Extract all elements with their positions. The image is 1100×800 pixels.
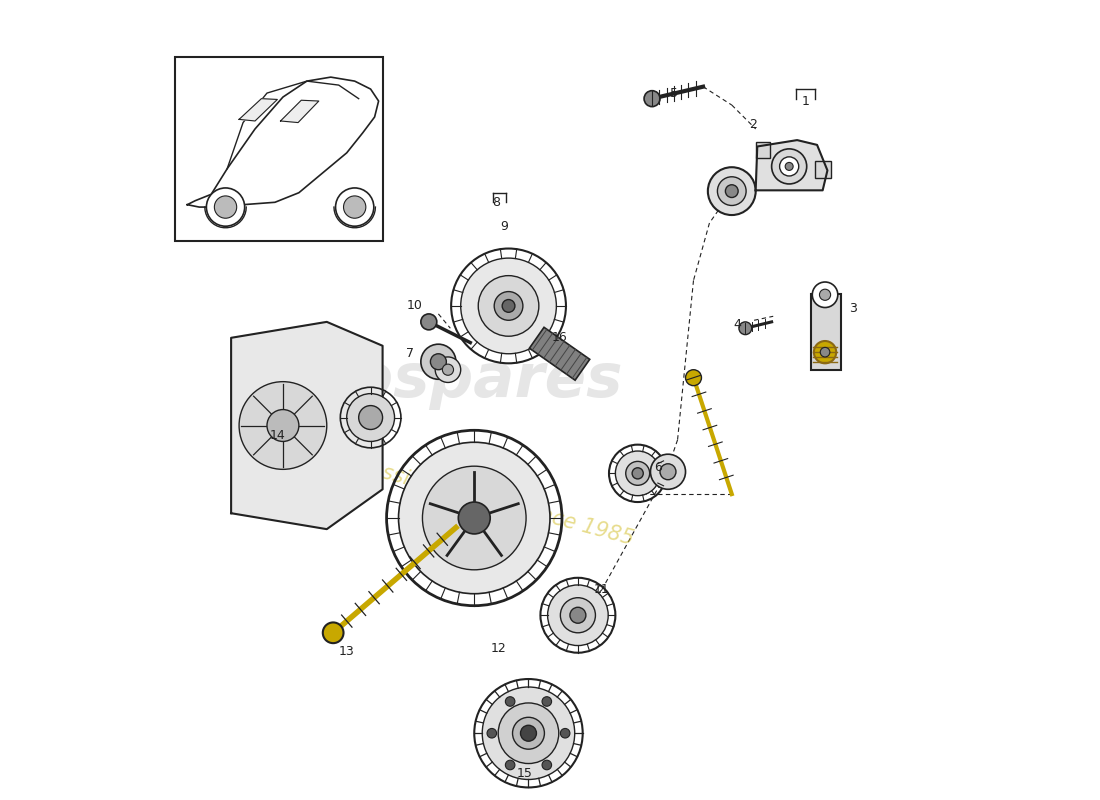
Circle shape bbox=[346, 394, 395, 442]
Circle shape bbox=[442, 364, 453, 375]
Circle shape bbox=[214, 196, 236, 218]
Circle shape bbox=[336, 188, 374, 226]
Bar bbox=[815, 161, 830, 178]
Circle shape bbox=[615, 451, 660, 496]
Text: 8: 8 bbox=[492, 196, 499, 209]
Circle shape bbox=[650, 454, 685, 490]
Bar bbox=[529, 327, 590, 380]
Circle shape bbox=[513, 718, 544, 749]
Circle shape bbox=[626, 462, 650, 486]
Circle shape bbox=[685, 370, 702, 386]
Text: eurospares: eurospares bbox=[238, 350, 624, 410]
Circle shape bbox=[494, 291, 522, 320]
Circle shape bbox=[498, 703, 559, 763]
Circle shape bbox=[780, 157, 799, 176]
Text: 7: 7 bbox=[407, 347, 415, 360]
Text: 14: 14 bbox=[270, 430, 285, 442]
Text: 4: 4 bbox=[734, 318, 741, 330]
Polygon shape bbox=[187, 77, 378, 207]
Polygon shape bbox=[231, 322, 383, 529]
Text: 2: 2 bbox=[749, 118, 757, 131]
Text: 5: 5 bbox=[670, 86, 678, 99]
Circle shape bbox=[814, 341, 836, 363]
Text: 9: 9 bbox=[499, 220, 508, 233]
Text: 15: 15 bbox=[517, 766, 532, 779]
Circle shape bbox=[548, 585, 608, 646]
Bar bbox=[811, 294, 842, 370]
Circle shape bbox=[560, 598, 595, 633]
Text: 12: 12 bbox=[491, 642, 506, 655]
Circle shape bbox=[520, 726, 537, 742]
Circle shape bbox=[660, 464, 676, 480]
Circle shape bbox=[632, 468, 644, 479]
Circle shape bbox=[505, 760, 515, 770]
Circle shape bbox=[422, 466, 526, 570]
Circle shape bbox=[717, 177, 746, 206]
Circle shape bbox=[461, 258, 557, 354]
Text: 13: 13 bbox=[339, 645, 354, 658]
Circle shape bbox=[708, 167, 756, 215]
Circle shape bbox=[267, 410, 299, 442]
Text: 3: 3 bbox=[849, 302, 857, 315]
Bar bbox=[756, 142, 770, 158]
Circle shape bbox=[482, 687, 574, 779]
Circle shape bbox=[560, 729, 570, 738]
Circle shape bbox=[459, 502, 491, 534]
Circle shape bbox=[739, 322, 751, 334]
Circle shape bbox=[645, 90, 660, 106]
Text: 1: 1 bbox=[801, 94, 808, 107]
Circle shape bbox=[436, 357, 461, 382]
Circle shape bbox=[785, 162, 793, 170]
Circle shape bbox=[343, 196, 366, 218]
Circle shape bbox=[570, 607, 586, 623]
Circle shape bbox=[359, 406, 383, 430]
Circle shape bbox=[421, 314, 437, 330]
Circle shape bbox=[239, 382, 327, 470]
Text: 16: 16 bbox=[552, 331, 568, 344]
Circle shape bbox=[478, 276, 539, 336]
Circle shape bbox=[430, 354, 447, 370]
Circle shape bbox=[821, 347, 829, 357]
Circle shape bbox=[421, 344, 455, 379]
Bar bbox=[175, 57, 383, 241]
Circle shape bbox=[207, 188, 244, 226]
Polygon shape bbox=[756, 140, 827, 190]
Circle shape bbox=[820, 289, 830, 300]
Text: 6: 6 bbox=[653, 462, 661, 474]
Polygon shape bbox=[280, 100, 319, 122]
Polygon shape bbox=[239, 98, 277, 121]
Circle shape bbox=[398, 442, 550, 594]
Text: a passion for cars since 1985: a passion for cars since 1985 bbox=[337, 450, 636, 549]
Circle shape bbox=[322, 622, 343, 643]
Circle shape bbox=[503, 299, 515, 312]
Circle shape bbox=[505, 697, 515, 706]
Circle shape bbox=[542, 760, 551, 770]
Circle shape bbox=[542, 697, 551, 706]
Circle shape bbox=[725, 185, 738, 198]
Circle shape bbox=[487, 729, 496, 738]
Text: 11: 11 bbox=[594, 583, 609, 596]
Circle shape bbox=[771, 149, 806, 184]
Circle shape bbox=[812, 282, 838, 307]
Text: 10: 10 bbox=[407, 299, 422, 313]
